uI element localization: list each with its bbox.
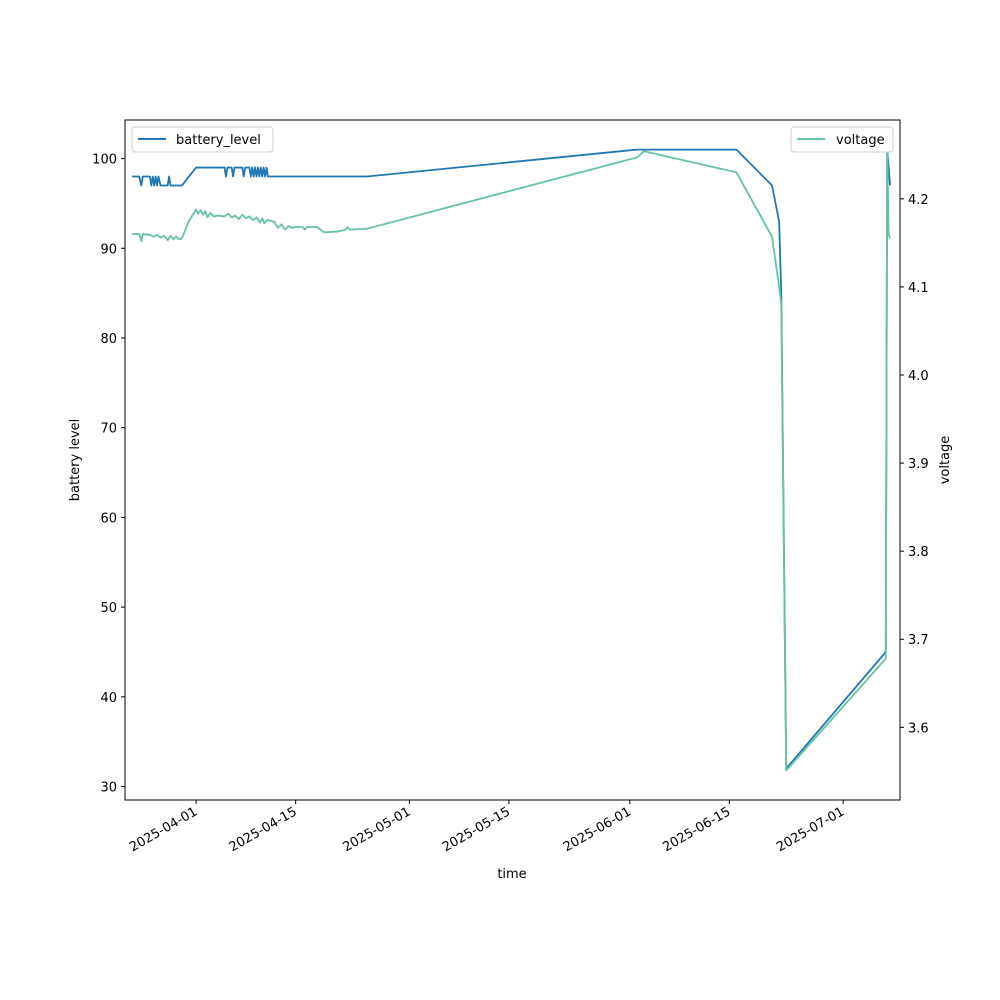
y-axis-left: 30 40 50 60 70 80 90 100: [92, 153, 125, 796]
y-tick-label: 100: [92, 153, 117, 168]
series-line-battery-level: [132, 148, 891, 770]
series-layer: [132, 145, 891, 772]
y2-tick-label: 3.8: [908, 545, 929, 560]
y-tick-label: 30: [100, 781, 117, 796]
y2-tick-label: 3.9: [908, 457, 929, 472]
y2-axis-label: voltage: [938, 436, 953, 485]
y2-tick-label: 4.2: [908, 193, 929, 208]
legend-left: battery_level: [131, 126, 274, 153]
y-tick-label: 90: [100, 242, 117, 257]
series-line-voltage: [132, 145, 891, 772]
y2-tick-label: 3.7: [908, 633, 929, 648]
y2-tick-label: 3.6: [908, 721, 929, 736]
x-axis-label: time: [497, 867, 526, 882]
legend-label-voltage: voltage: [836, 133, 885, 148]
y-tick-label: 60: [100, 511, 117, 526]
y-axis-label: battery level: [68, 419, 83, 502]
legend-right: voltage: [790, 126, 894, 153]
legend-label-battery-level: battery_level: [176, 133, 261, 148]
y-tick-label: 70: [100, 422, 117, 437]
y-axis-right: 3.6 3.7 3.8 3.9 4.0 4.1 4.2: [900, 193, 929, 736]
y-tick-label: 80: [100, 332, 117, 347]
y-tick-label: 40: [100, 691, 117, 706]
y-tick-label: 50: [100, 601, 117, 616]
legend-left-box: [131, 126, 274, 153]
plot-frame: [124, 119, 901, 801]
y2-tick-label: 4.0: [908, 369, 929, 384]
legend-right-box: [790, 126, 894, 153]
y2-tick-label: 4.1: [908, 281, 929, 296]
